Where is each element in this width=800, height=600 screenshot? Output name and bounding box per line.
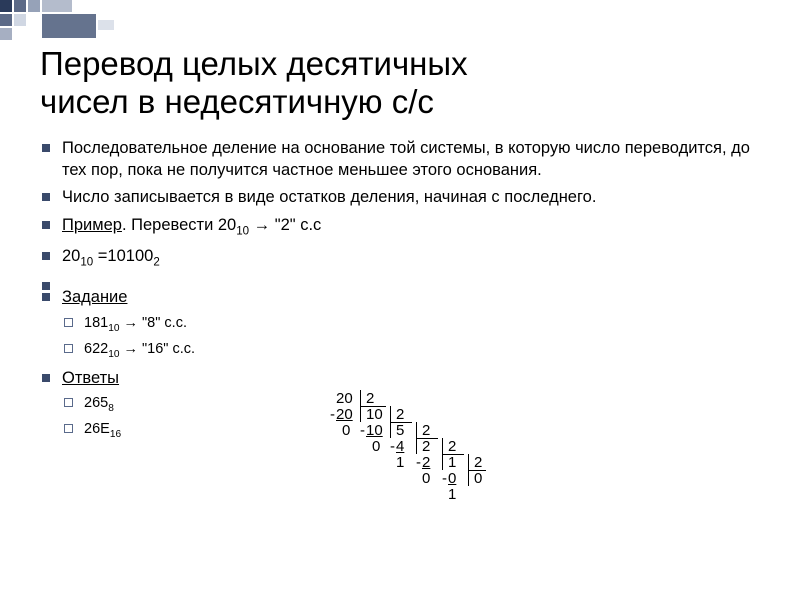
task-label: Задание (62, 288, 127, 306)
answer-1: 2658 (62, 393, 770, 416)
division-cell: 2 (366, 390, 374, 407)
division-cell: 4 (396, 438, 404, 455)
division-cell: 20 (336, 390, 353, 407)
division-cell: 20 (336, 406, 353, 423)
division-cell: 2 (422, 422, 430, 439)
division-cell: 2 (422, 438, 430, 455)
division-cell: - (390, 438, 395, 455)
division-cell: 1 (448, 486, 456, 503)
division-cell: 0 (422, 470, 430, 487)
division-cell: 10 (366, 422, 383, 439)
corner-decoration (0, 0, 140, 40)
division-cell: 0 (474, 470, 482, 487)
example-sub: 10 (236, 225, 249, 237)
slide-content: Перевод целых десятичных чисел в недесят… (0, 0, 800, 467)
division-cell: - (442, 470, 447, 487)
deco-square (28, 0, 40, 12)
division-cell: - (330, 406, 335, 423)
task-2: 62210 → "16" с.с. (62, 339, 770, 362)
division-cell: 0 (342, 422, 350, 439)
page-title: Перевод целых десятичных чисел в недесят… (40, 45, 770, 121)
bullet-answers: Ответы 2658 26E16 (40, 367, 770, 442)
division-cell: 1 (396, 454, 404, 471)
example-tail: → "2" с.с (249, 216, 321, 234)
example-label: Пример (62, 216, 122, 234)
division-cell: 2 (474, 454, 482, 471)
division-cell: 1 (448, 454, 456, 471)
division-cell: - (360, 422, 365, 439)
example-text: . Перевести 20 (122, 216, 236, 234)
spacer (40, 275, 770, 281)
result-b-sub: 2 (153, 256, 159, 268)
bullet-example: Пример. Перевести 2010 → "2" с.с (40, 214, 770, 240)
division-cell: 10 (366, 406, 383, 423)
bullet-1: Последовательное деление на основание то… (40, 137, 770, 182)
bullet-list: Последовательное деление на основание то… (40, 137, 770, 443)
division-cell: 2 (422, 454, 430, 471)
result-eq: =10100 (93, 247, 153, 265)
title-line-2: чисел в недесятичную с/с (40, 83, 434, 120)
deco-square (14, 0, 26, 12)
result-a-sub: 10 (80, 256, 93, 268)
bullet-task: Задание 18110 → "8" с.с. 62210 → "16" с.… (40, 286, 770, 361)
division-cell: 2 (396, 406, 404, 423)
deco-square (14, 14, 26, 26)
title-line-1: Перевод целых десятичных (40, 45, 468, 82)
deco-square (42, 14, 96, 38)
answers-label: Ответы (62, 369, 119, 387)
task-sublist: 18110 → "8" с.с. 62210 → "16" с.с. (62, 313, 770, 362)
division-cell: - (416, 454, 421, 471)
result-a: 20 (62, 247, 80, 265)
division-cell: 0 (448, 470, 456, 487)
division-cell: 0 (372, 438, 380, 455)
division-cell: 5 (396, 422, 404, 439)
deco-square (0, 14, 12, 26)
deco-square (0, 0, 12, 12)
task-1: 18110 → "8" с.с. (62, 313, 770, 336)
bullet-2: Число записывается в виде остатков делен… (40, 186, 770, 208)
bullet-result: 2010 =101002 (40, 245, 770, 271)
division-cell: 2 (448, 438, 456, 455)
deco-square (0, 28, 12, 40)
deco-square (98, 20, 114, 30)
deco-square (42, 0, 72, 12)
